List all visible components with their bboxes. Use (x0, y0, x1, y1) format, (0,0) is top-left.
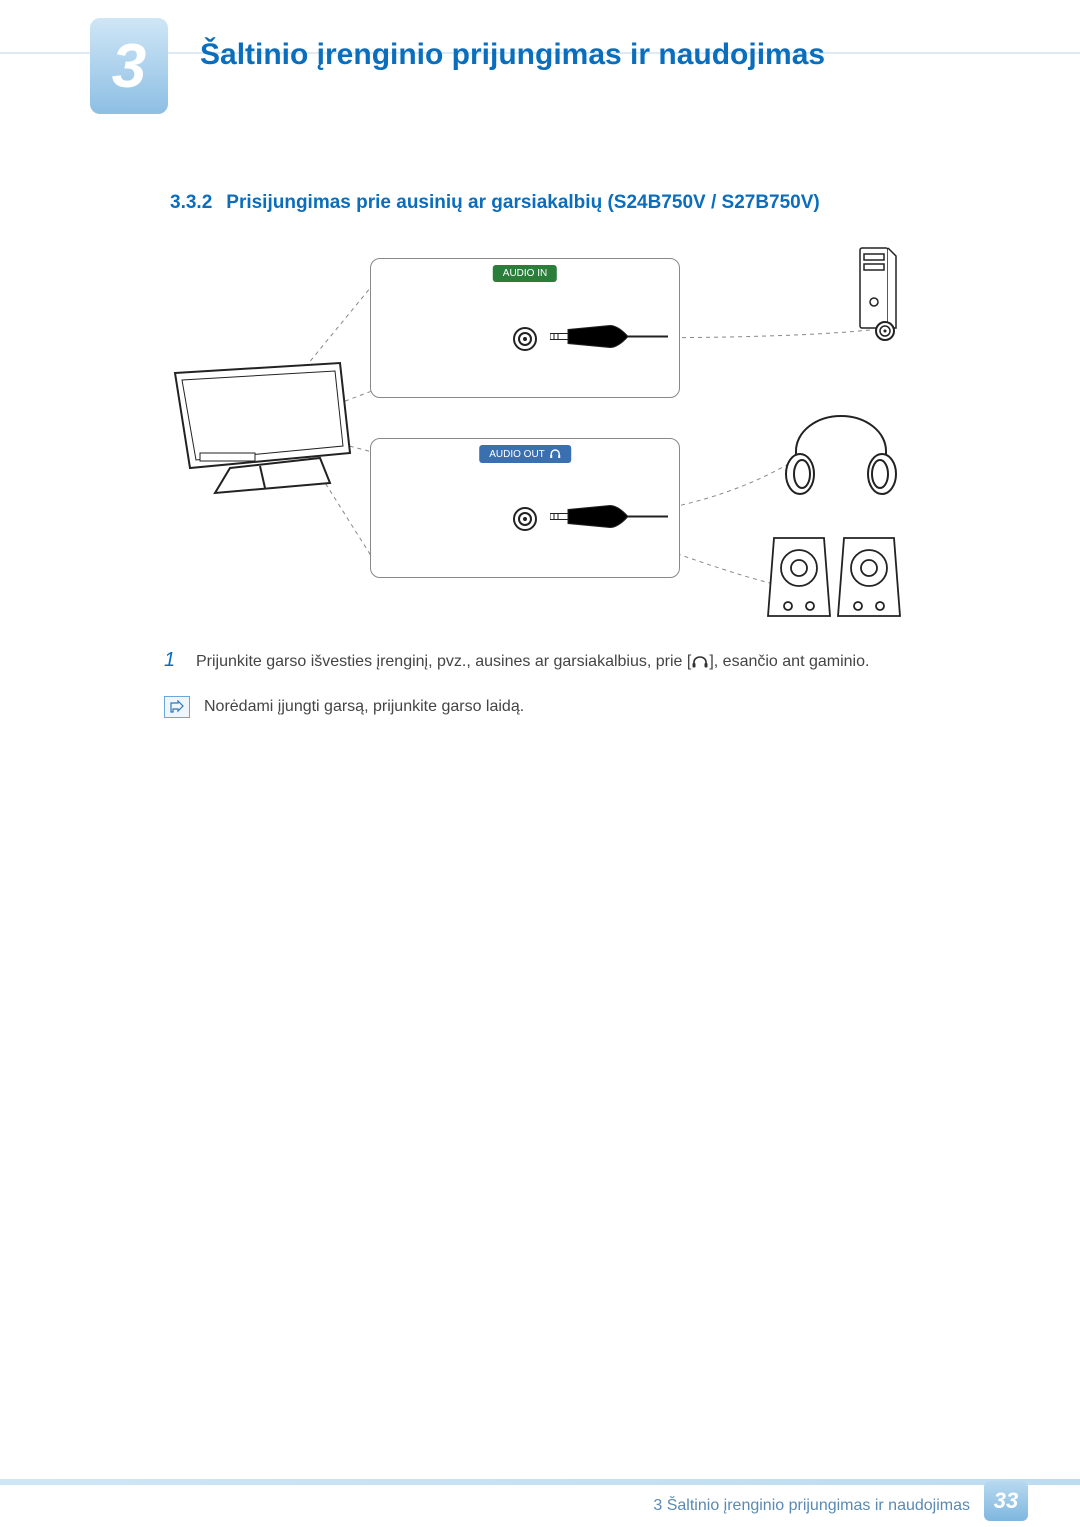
page-number-badge: 33 (984, 1481, 1028, 1521)
pc-audio-jack-icon (874, 320, 896, 347)
audio-out-label: AUDIO OUT (479, 445, 571, 463)
headphones-inline-icon (691, 655, 709, 669)
chapter-number: 3 (112, 31, 146, 102)
footer-rule (0, 1479, 1080, 1485)
audio-in-plug-icon (550, 324, 670, 355)
chapter-number-badge: 3 (90, 18, 168, 114)
audio-out-jack-icon (512, 506, 538, 532)
step-number: 1 (164, 650, 182, 670)
speakers-icon (766, 526, 906, 626)
headphones-glyph-icon (549, 448, 561, 460)
audio-out-plug-icon (550, 504, 670, 535)
step-text-before: Prijunkite garso išvesties įrenginį, pvz… (196, 653, 691, 670)
step-text: Prijunkite garso išvesties įrenginį, pvz… (196, 650, 869, 674)
page-number: 33 (994, 1488, 1018, 1514)
audio-in-jack-icon (512, 326, 538, 352)
step-1: 1 Prijunkite garso išvesties įrenginį, p… (164, 650, 960, 674)
connection-diagram: AUDIO IN AUDIO OUT (170, 258, 900, 618)
note-row: Norėdami įjungti garsą, prijunkite garso… (164, 696, 960, 718)
section-title: Prisijungimas prie ausinių ar garsiakalb… (226, 192, 819, 213)
step-text-after: ], esančio ant gaminio. (709, 653, 869, 670)
audio-out-label-text: AUDIO OUT (489, 449, 545, 460)
monitor-icon (170, 358, 360, 508)
footer-text: 3 Šaltinio įrenginio prijungimas ir naud… (653, 1497, 970, 1515)
section-number: 3.3.2 (170, 192, 212, 213)
audio-out-callout: AUDIO OUT (370, 438, 680, 578)
note-text: Norėdami įjungti garsą, prijunkite garso… (204, 698, 524, 716)
note-icon (164, 696, 190, 718)
section-heading: 3.3.2 Prisijungimas prie ausinių ar garsi… (170, 192, 820, 214)
chapter-title: Šaltinio įrenginio prijungimas ir naudoj… (200, 38, 825, 72)
audio-in-callout: AUDIO IN (370, 258, 680, 398)
audio-in-label: AUDIO IN (493, 265, 557, 282)
headphones-icon (776, 406, 906, 506)
